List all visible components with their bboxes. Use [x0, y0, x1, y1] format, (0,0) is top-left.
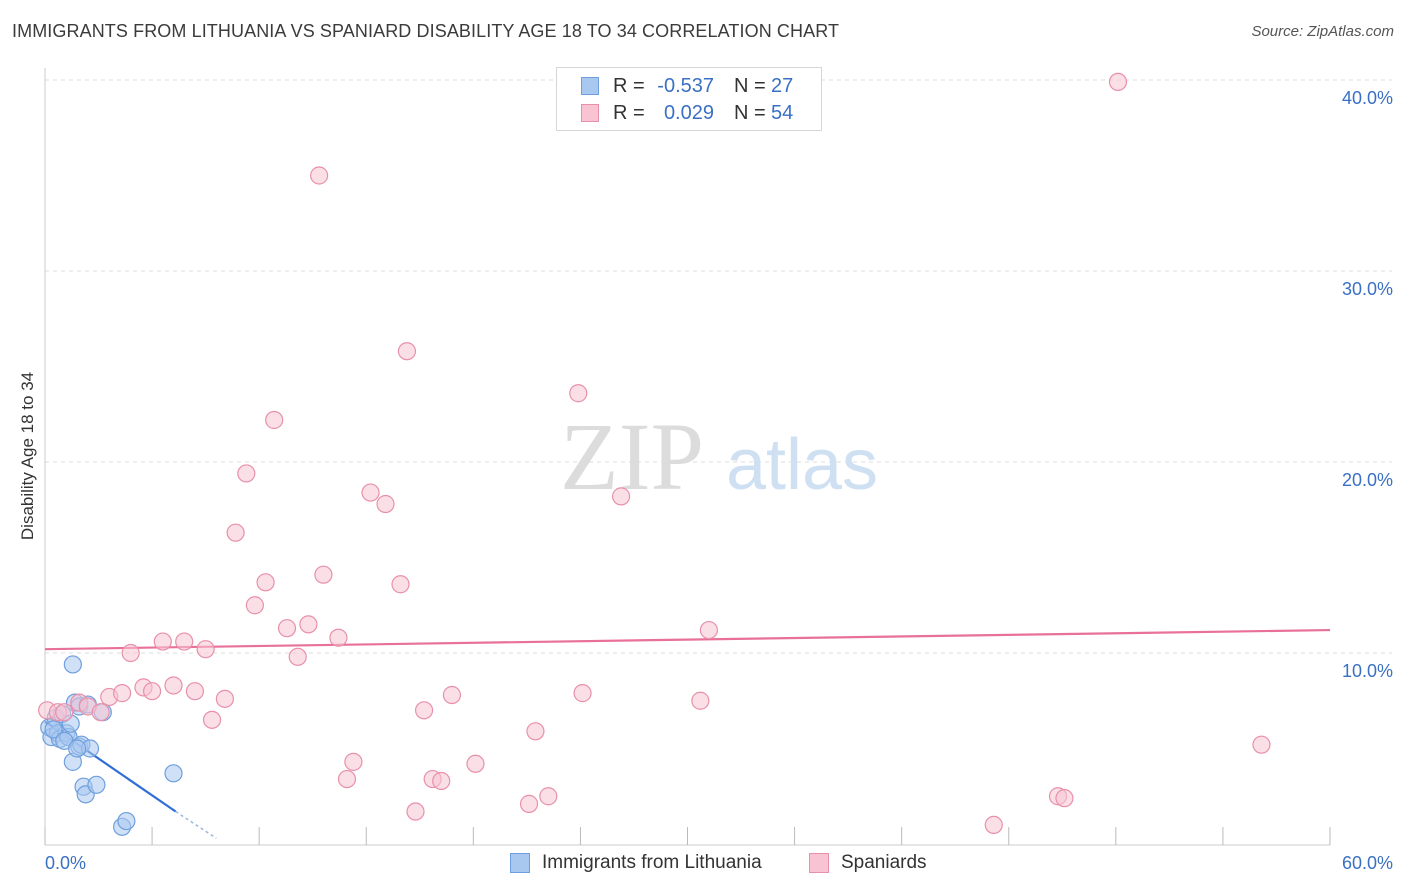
legend-label-lithuania: Immigrants from Lithuania [542, 852, 762, 873]
spaniard-point [314, 565, 333, 584]
y-axis-label: Disability Age 18 to 34 [18, 371, 37, 541]
legend-n-value: 54 [771, 102, 794, 124]
spaniard-point [406, 802, 425, 821]
legend-swatch-lithuania [510, 853, 530, 873]
spaniard-point [277, 619, 297, 638]
chart-title: IMMIGRANTS FROM LITHUANIA VS SPANIARD DI… [12, 21, 840, 41]
y-tick-label: 10.0% [1342, 661, 1393, 681]
spaniard-point [526, 722, 545, 741]
spaniard-point [256, 573, 275, 592]
spaniard-point [414, 701, 434, 720]
x-tick-label-min: 0.0% [45, 853, 86, 873]
spaniard-point [1252, 735, 1271, 754]
source-label: Source: ZipAtlas.com [1251, 23, 1394, 40]
lithuania-point [164, 764, 183, 783]
spaniard-point [91, 703, 110, 722]
spaniard-point [984, 815, 1003, 835]
y-tick-label: 20.0% [1342, 470, 1393, 490]
spaniard-point [391, 575, 410, 594]
lithuania-point [87, 775, 106, 794]
spaniard-point [310, 166, 329, 185]
spaniard-point [569, 384, 588, 403]
spaniard-point [337, 769, 357, 789]
legend-n-label: N = [734, 102, 766, 124]
lithuania-point [117, 811, 136, 831]
legend-swatch-spaniards [581, 104, 599, 122]
spaniard-point [1055, 789, 1074, 808]
legend-r-value: -0.537 [657, 75, 714, 97]
legend-swatch-lithuania [581, 77, 599, 95]
spaniard-point [1108, 72, 1128, 92]
spaniard-point [265, 410, 284, 430]
spaniard-point [376, 494, 395, 514]
spaniard-point [185, 682, 205, 701]
watermark: ZIP atlas [560, 403, 878, 510]
lithuania-trend-extension [175, 810, 217, 839]
lithuania-point [44, 720, 63, 739]
legend-n-value: 27 [771, 75, 794, 97]
y-tick-label: 40.0% [1342, 88, 1393, 108]
spaniard-point [299, 615, 318, 634]
spaniard-point [175, 632, 194, 651]
legend-r-label: R = [613, 102, 645, 124]
spaniard-point [442, 685, 462, 705]
spaniard-point [142, 682, 162, 701]
spaniard-point [397, 342, 417, 361]
stats-legend: R = -0.537 N = 27 R = 0.029 N = 54 [556, 67, 822, 131]
x-tick-label-max: 60.0% [1342, 853, 1393, 873]
grid-layer [45, 79, 1392, 654]
spaniard-point [344, 752, 363, 771]
watermark-atlas: atlas [726, 425, 878, 505]
spaniard-point [361, 483, 380, 502]
legend-swatch-spaniards [809, 853, 829, 873]
spaniard-point [226, 523, 245, 542]
spaniard-point [539, 787, 558, 806]
y-tick-label: 30.0% [1342, 279, 1393, 299]
spaniard-point [121, 643, 140, 663]
spaniard-point [215, 689, 234, 708]
legend-label-spaniards: Spaniards [841, 852, 927, 873]
spaniard-point [288, 647, 307, 666]
spaniard-point [202, 710, 222, 729]
legend-n-label: N = [734, 75, 766, 97]
spaniard-point [519, 794, 539, 813]
spaniard-point [329, 628, 348, 647]
lithuania-point [68, 739, 87, 758]
spaniard-point [196, 640, 215, 659]
spaniard-point [153, 632, 172, 651]
spaniard-point [245, 596, 264, 615]
spaniard-point [612, 487, 631, 506]
spaniard-point [691, 691, 710, 710]
spaniard-point [237, 464, 256, 483]
spaniard-point [164, 676, 183, 695]
spaniard-point [112, 684, 132, 703]
lithuania-point [63, 655, 82, 674]
legend-r-label: R = [613, 75, 645, 97]
spaniard-trend-line [44, 628, 1331, 651]
spaniard-point [573, 684, 592, 703]
trend-lines [44, 628, 1331, 839]
watermark-zip: ZIP [560, 403, 704, 510]
tick-labels: 10.0% 20.0% 30.0% 40.0% 0.0% 60.0% [45, 88, 1393, 873]
legend-r-value: 0.029 [663, 102, 714, 124]
spaniard-point [55, 703, 74, 722]
data-points [38, 72, 1271, 836]
spaniard-point [699, 620, 719, 640]
spaniard-point [466, 754, 485, 773]
spaniard-point [432, 771, 451, 791]
